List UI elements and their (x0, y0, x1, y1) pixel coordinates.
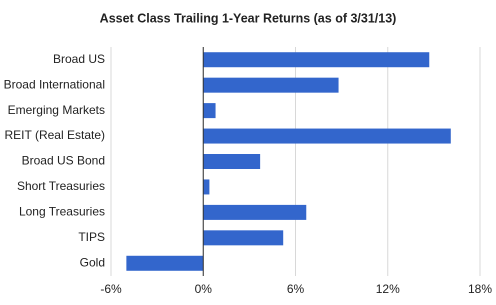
bar (203, 154, 261, 169)
y-tick-label: Broad US Bond (22, 154, 105, 168)
chart-title: Asset Class Trailing 1-Year Returns (as … (100, 11, 397, 25)
bar (203, 230, 284, 246)
y-tick-label: Short Treasuries (17, 179, 105, 193)
x-tick-label: 6% (287, 282, 305, 296)
y-tick-label: Broad US (53, 52, 105, 66)
x-tick-label: 12% (376, 282, 400, 296)
bar (126, 255, 204, 271)
x-tick-label: -6% (100, 282, 122, 296)
y-tick-label: Long Treasuries (19, 205, 105, 219)
y-tick-label: Gold (80, 255, 105, 269)
bar (203, 52, 430, 68)
y-tick-label: TIPS (78, 230, 105, 244)
y-tick-label: Broad International (4, 77, 105, 91)
bar (203, 179, 210, 195)
x-tick-label: 18% (468, 282, 492, 296)
x-tick-label: 0% (195, 282, 213, 296)
bar (203, 103, 216, 119)
bar (203, 128, 451, 144)
bar (203, 77, 339, 93)
y-tick-label: Emerging Markets (8, 103, 105, 117)
y-tick-label: REIT (Real Estate) (5, 128, 105, 142)
bar (203, 204, 307, 220)
